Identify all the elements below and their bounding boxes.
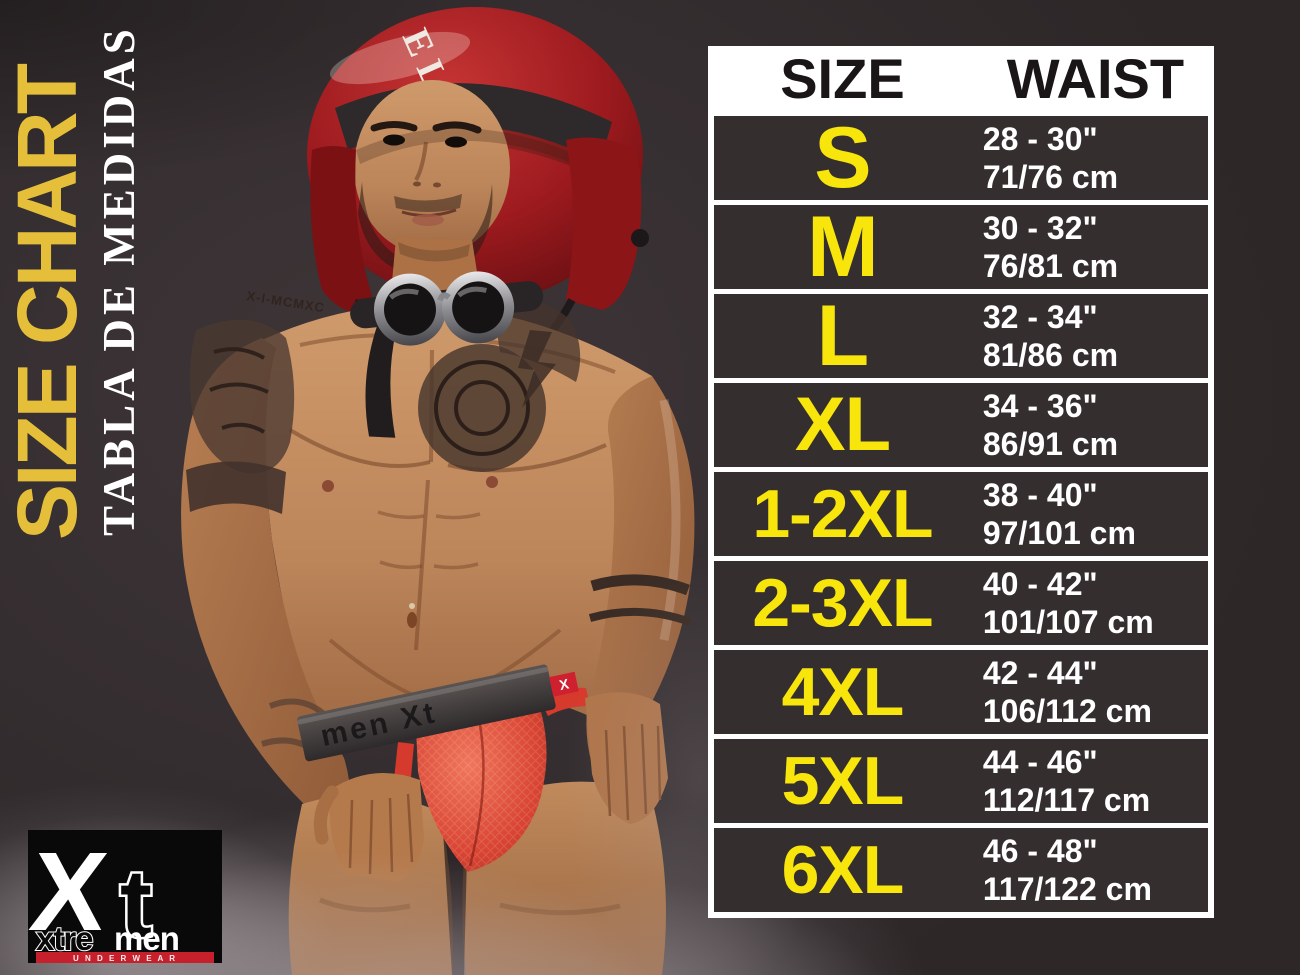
waist-inches: 46 - 48": [982, 833, 1098, 869]
waist-inches: 42 - 44": [982, 655, 1098, 691]
size-label: L: [816, 288, 870, 384]
waist-cm: 86/91 cm: [982, 426, 1119, 462]
size-row: M 30 - 32" 76/81 cm: [714, 199, 1208, 295]
size-label: M: [807, 199, 879, 295]
size-row: 2-3XL 40 - 42" 101/107 cm: [714, 561, 1208, 645]
waist-inches: 38 - 40": [982, 477, 1098, 513]
size-table-body: S 28 - 30" 71/76 cm M 30 - 32" 76/81 cm L …: [714, 110, 1208, 912]
column-header-waist: WAIST: [1006, 46, 1185, 110]
size-label: S: [814, 110, 871, 206]
size-row: 1-2XL 38 - 40" 97/101 cm: [714, 472, 1208, 556]
logo-brand-outline: xtre: [36, 920, 93, 957]
waist-inches: 44 - 46": [982, 744, 1098, 780]
size-row: L 32 - 34" 81/86 cm: [714, 288, 1208, 384]
waist-inches: 28 - 30": [982, 121, 1098, 157]
size-row: 5XL 44 - 46" 112/117 cm: [714, 739, 1208, 823]
logo-tagline: U N D E R W E A R: [73, 954, 177, 963]
shoulder-tattoo-text: X-I-MCMXC: [246, 288, 326, 315]
logo-brand-solid: men: [114, 920, 179, 957]
page-title-text: SIZE CHART: [0, 66, 94, 540]
page-subtitle: TABLA DE MEDIDAS: [94, 21, 144, 536]
waist-cm: 71/76 cm: [982, 159, 1119, 195]
waist-inches: 34 - 36": [982, 388, 1098, 424]
size-row: XL 34 - 36" 86/91 cm: [714, 383, 1208, 467]
waist-cm: 106/112 cm: [982, 693, 1152, 729]
size-table-header: SIZE WAIST: [714, 46, 1208, 111]
xtremen-logo: X t xtre men U N D E R W E A R: [28, 830, 222, 963]
size-label: XL: [794, 382, 891, 467]
size-row: 4XL 42 - 44" 106/112 cm: [714, 650, 1208, 734]
waist-cm: 117/122 cm: [982, 871, 1152, 907]
waist-inches: 40 - 42": [982, 566, 1098, 602]
waist-inches: 30 - 32": [982, 210, 1098, 246]
size-row: S 28 - 30" 71/76 cm: [714, 110, 1208, 206]
size-row: 6XL 46 - 48" 117/122 cm: [714, 828, 1208, 912]
waist-cm: 81/86 cm: [982, 337, 1119, 373]
size-label: 4XL: [781, 654, 905, 730]
page-subtitle-text: TABLA DE MEDIDAS: [94, 25, 144, 536]
page-title: SIZE CHART: [0, 2, 94, 540]
waist-cm: 112/117 cm: [982, 782, 1151, 818]
waist-inches: 32 - 34": [982, 299, 1098, 335]
size-table: SIZE WAIST S 28 - 30" 71/76 cm M 30 - 32"…: [708, 46, 1214, 918]
size-label: 2-3XL: [752, 565, 933, 641]
waist-cm: 97/101 cm: [982, 515, 1136, 551]
waist-cm: 76/81 cm: [982, 248, 1119, 284]
size-label: 5XL: [781, 743, 905, 819]
waist-cm: 101/107 cm: [982, 604, 1154, 640]
size-label: 6XL: [781, 832, 905, 908]
size-label: 1-2XL: [752, 476, 933, 552]
column-header-size: SIZE: [780, 46, 905, 110]
